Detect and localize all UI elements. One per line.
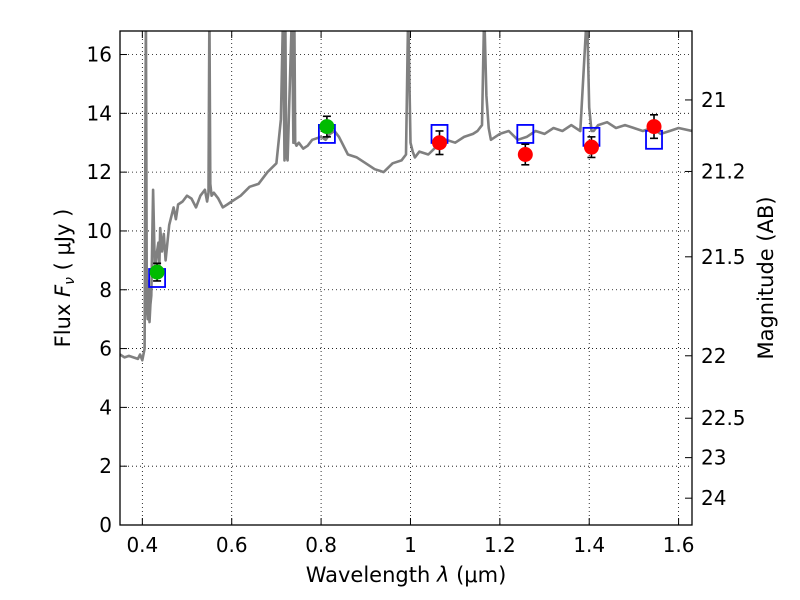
mag-tick-label: 23 <box>701 446 726 470</box>
observed-point <box>646 119 662 135</box>
observed-point <box>432 135 448 151</box>
observed-point <box>149 264 165 280</box>
y-tick-label: 10 <box>87 219 112 243</box>
spectrum-layer <box>120 31 692 362</box>
model-photometry-square <box>516 124 535 144</box>
y-tick-label: 12 <box>87 160 112 184</box>
y2-axis-label: Magnitude (AB) <box>754 196 778 359</box>
mag-tick-label: 22.5 <box>701 406 746 430</box>
plot-frame <box>119 30 693 526</box>
x-tick-label: 1 <box>404 533 417 557</box>
y-tick-label: 16 <box>87 43 112 67</box>
mag-tick-label: 24 <box>701 486 726 510</box>
axis-ticks: 0.4 0.6 0.8 1 1.2 1.4 1.602468101214162121.221… <box>87 31 746 557</box>
marker-layer <box>148 114 663 288</box>
x-tick-label: 1.4 <box>573 533 605 557</box>
x-tick-label: 1.2 <box>484 533 516 557</box>
y-tick-label: 2 <box>99 454 112 478</box>
x-tick-label: 0.6 <box>216 533 248 557</box>
observed-point <box>517 147 533 162</box>
mag-tick-label: 21.5 <box>701 245 746 269</box>
observed-point <box>319 119 335 135</box>
x-axis-label: Wavelength λ (μm) <box>306 563 507 587</box>
y-tick-label: 14 <box>87 101 112 125</box>
mag-tick-label: 21.2 <box>701 159 746 183</box>
x-tick-label: 0.4 <box>126 533 158 557</box>
y-axis-label: Flux Fν ( μJy ) <box>51 209 78 348</box>
y-tick-label: 6 <box>99 337 112 361</box>
mag-tick-label: 22 <box>701 344 726 368</box>
y-tick-label: 0 <box>99 513 112 537</box>
observed-point <box>583 139 599 155</box>
x-tick-label: 0.8 <box>305 533 337 557</box>
mag-tick-label: 21 <box>701 88 726 112</box>
spectrum-line <box>120 31 692 362</box>
x-tick-label: 1.6 <box>663 533 695 557</box>
y-tick-label: 4 <box>99 395 112 419</box>
y-tick-label: 8 <box>99 278 112 302</box>
